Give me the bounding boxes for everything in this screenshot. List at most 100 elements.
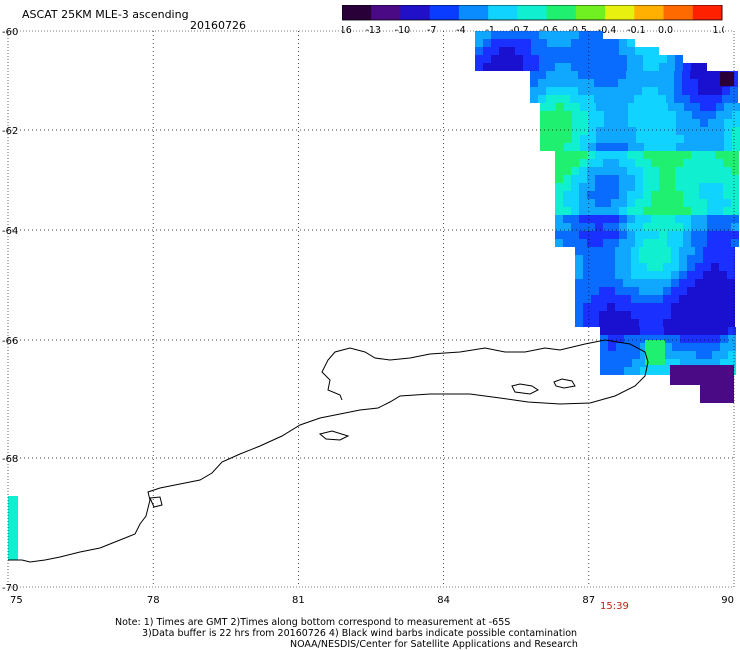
- swath-cell: [727, 271, 735, 279]
- swath-cell: [707, 159, 715, 167]
- swath-cell: [596, 143, 604, 151]
- swath-cell: [644, 143, 652, 151]
- swath-cell: [647, 271, 655, 279]
- swath-cell: [611, 151, 619, 159]
- swath-cell: [595, 47, 603, 55]
- swath-cell: [631, 287, 639, 295]
- y-tick-label: -68: [2, 454, 18, 465]
- swath-cell: [684, 103, 692, 111]
- swath-cell: [604, 119, 612, 127]
- swath-cell: [608, 335, 616, 343]
- swath-cell: [578, 79, 586, 87]
- swath-cell: [651, 167, 659, 175]
- swath-cell: [599, 303, 607, 311]
- swath-cell: [704, 335, 712, 343]
- swath-cell: [635, 191, 643, 199]
- swath-cell: [626, 71, 634, 79]
- swath-cell: [563, 167, 571, 175]
- swath-cell: [720, 343, 728, 351]
- swath-cell: [667, 191, 675, 199]
- swath-cell: [724, 103, 732, 111]
- colorbar-swatch: [488, 5, 518, 20]
- swath-cell: [611, 55, 619, 63]
- swath-cell: [667, 223, 675, 231]
- swath-cell: [651, 175, 659, 183]
- swath-cell: [531, 47, 539, 55]
- swath-cell: [667, 231, 675, 239]
- swath-cell: [672, 335, 680, 343]
- swath-cell: [627, 55, 635, 63]
- swath-cell: [687, 287, 695, 295]
- swath-cell: [612, 127, 620, 135]
- swath-cell: [615, 279, 623, 287]
- swath-cell: [610, 87, 618, 95]
- swath-cell: [708, 103, 716, 111]
- swath-cell: [635, 207, 643, 215]
- swath-cell: [703, 319, 711, 327]
- swath-cell: [684, 111, 692, 119]
- swath-cell: [723, 183, 731, 191]
- swath-cell: [632, 335, 640, 343]
- swath-cell: [667, 55, 675, 63]
- swath-cell: [683, 239, 691, 247]
- swath-cell: [671, 271, 679, 279]
- swath-cell: [635, 159, 643, 167]
- swath-cell: [658, 71, 666, 79]
- swath-cell: [620, 103, 628, 111]
- swath-cell: [687, 247, 695, 255]
- swath-cell: [706, 95, 714, 103]
- swath-cell: [659, 207, 667, 215]
- swath-cell: [667, 175, 675, 183]
- swath-cell: [700, 103, 708, 111]
- swath-cell: [548, 135, 556, 143]
- swath-cell: [588, 103, 596, 111]
- swath-cell: [611, 231, 619, 239]
- swath-cell: [548, 143, 556, 151]
- swath-cell: [491, 47, 499, 55]
- swath-cell: [666, 87, 674, 95]
- swath-cell: [563, 239, 571, 247]
- swath-cell: [600, 335, 608, 343]
- swath-cell: [632, 359, 640, 367]
- swath-cell: [611, 47, 619, 55]
- swath-cell: [667, 239, 675, 247]
- swath-cell: [723, 215, 731, 223]
- x-tick-label: 87: [582, 595, 595, 606]
- swath-cell: [699, 159, 707, 167]
- swath-cell: [643, 215, 651, 223]
- swath-cell: [712, 351, 720, 359]
- swath-cell: [483, 31, 491, 39]
- swath-cell: [651, 151, 659, 159]
- swath-cell: [643, 63, 651, 71]
- swath-cell: [570, 95, 578, 103]
- swath-cell: [579, 47, 587, 55]
- swath-cell: [663, 247, 671, 255]
- swath-cell: [588, 135, 596, 143]
- swath-cell: [667, 215, 675, 223]
- swath-cell: [603, 239, 611, 247]
- swath-cell: [583, 279, 591, 287]
- swath-cell: [675, 63, 683, 71]
- swath-cell: [635, 63, 643, 71]
- swath-cell: [627, 223, 635, 231]
- swath-cell: [608, 343, 616, 351]
- swath-cell: [720, 335, 728, 343]
- swath-cell: [635, 151, 643, 159]
- swath-cell: [578, 71, 586, 79]
- chart-date: 20160726: [190, 19, 246, 32]
- swath-cell: [651, 183, 659, 191]
- swath-cell: [642, 71, 650, 79]
- swath-cell: [618, 87, 626, 95]
- swath-cell: [651, 47, 659, 55]
- swath-cell: [699, 207, 707, 215]
- swath-cell: [616, 359, 624, 367]
- swath-cell: [664, 343, 672, 351]
- swath-cell: [595, 39, 603, 47]
- swath-cell: [711, 303, 719, 311]
- swath-cell: [595, 191, 603, 199]
- swath-cell: [683, 223, 691, 231]
- swath-cell: [586, 71, 594, 79]
- swath-cell: [599, 279, 607, 287]
- swath-cell: [679, 303, 687, 311]
- swath-cell: [623, 311, 631, 319]
